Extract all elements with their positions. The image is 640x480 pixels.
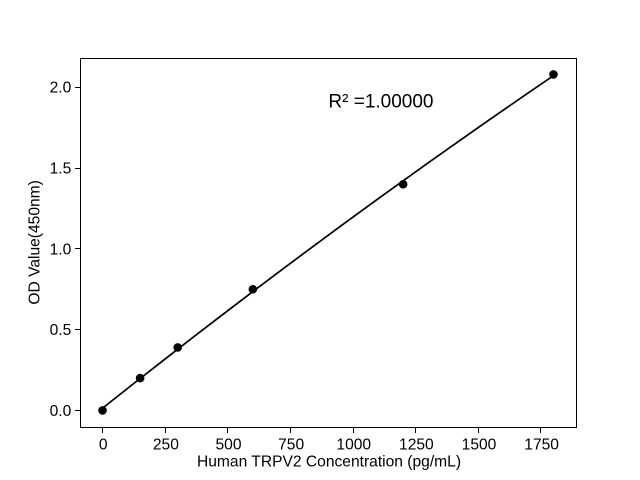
svg-text:Human TRPV2 Concentration (pg/: Human TRPV2 Concentration (pg/mL) — [197, 453, 461, 470]
svg-text:1500: 1500 — [462, 436, 497, 453]
svg-text:0: 0 — [99, 436, 108, 453]
svg-text:250: 250 — [153, 436, 179, 453]
svg-text:500: 500 — [215, 436, 241, 453]
svg-text:750: 750 — [278, 436, 304, 453]
svg-text:1250: 1250 — [399, 436, 434, 453]
svg-text:R² =1.00000: R² =1.00000 — [328, 91, 433, 112]
svg-text:1.5: 1.5 — [50, 161, 72, 178]
svg-text:0.5: 0.5 — [50, 322, 72, 339]
svg-text:1000: 1000 — [336, 436, 371, 453]
svg-text:2.0: 2.0 — [50, 80, 72, 97]
svg-text:1750: 1750 — [524, 436, 559, 453]
svg-text:0.0: 0.0 — [50, 403, 72, 420]
svg-text:1.0: 1.0 — [50, 241, 72, 258]
svg-text:OD Value(450nm): OD Value(450nm) — [26, 180, 43, 305]
